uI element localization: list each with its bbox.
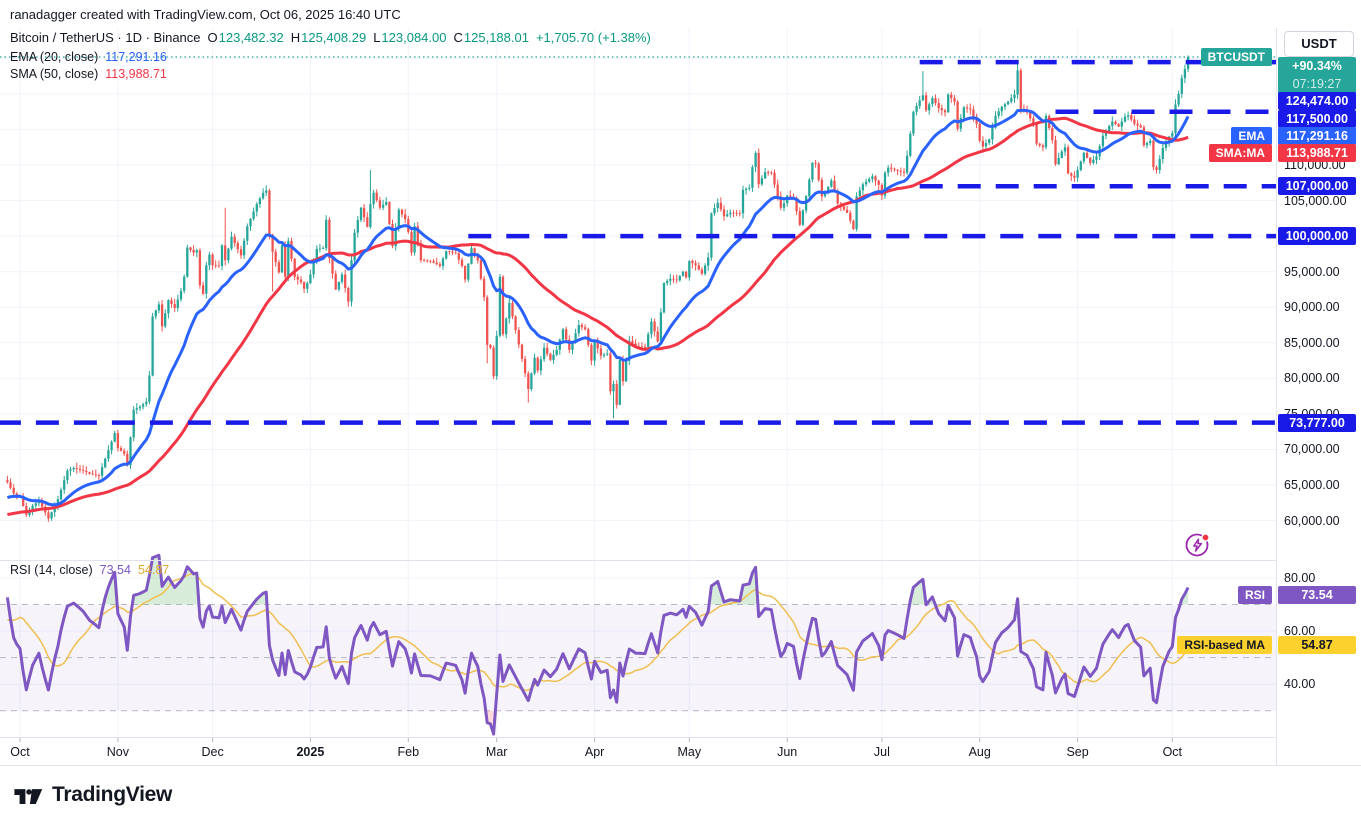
bar-countdown: 07:19:27 xyxy=(1292,77,1342,91)
change-percent: +90.34% xyxy=(1292,59,1342,73)
tradingview-logo[interactable]: TradingView xyxy=(13,783,172,807)
level-price-badge: 100,000.00 xyxy=(1278,227,1356,246)
svg-text:Dec: Dec xyxy=(201,745,223,759)
ohlc-low: L 123,084.00 xyxy=(373,30,447,45)
sma-badge: SMA:MA xyxy=(1208,144,1272,162)
sma-legend[interactable]: SMA (50, close) 113,988.71 xyxy=(10,67,167,81)
svg-text:Sep: Sep xyxy=(1066,745,1088,759)
symbol-title[interactable]: Bitcoin / TetherUS · 1D · Binance xyxy=(10,30,201,45)
tradingview-logo-text: TradingView xyxy=(52,783,173,806)
sma-price-badge: 113,988.71 xyxy=(1278,144,1356,162)
sma-legend-value: 113,988.71 xyxy=(105,67,167,81)
price-axis-label: 60,000.00 xyxy=(1284,513,1340,528)
symbol-badge: BTCUSDT xyxy=(1200,47,1272,66)
price-axis-label: 65,000.00 xyxy=(1284,478,1340,493)
rsi-axis-label: 80.00 xyxy=(1284,571,1316,585)
rsi-legend[interactable]: RSI (14, close) 73.54 54.87 xyxy=(10,563,170,577)
svg-text:Oct: Oct xyxy=(10,745,30,759)
svg-text:Nov: Nov xyxy=(107,745,130,759)
daily-change: +1,705.70 (+1.38%) xyxy=(535,30,651,45)
price-axis-label: 70,000.00 xyxy=(1284,442,1340,457)
rsi-ma-legend-value: 54.87 xyxy=(137,563,170,577)
level-price-badge: 107,000.00 xyxy=(1278,177,1356,196)
level-price-badge: 73,777.00 xyxy=(1278,413,1356,432)
price-axis-label: 80,000.00 xyxy=(1284,371,1340,386)
attribution-text: ranadagger created with TradingView.com,… xyxy=(10,7,401,22)
svg-text:Aug: Aug xyxy=(969,745,991,759)
price-axis-label: 85,000.00 xyxy=(1284,335,1340,350)
rsi-ma-badge: RSI-based MA xyxy=(1177,635,1272,654)
symbol-legend: Bitcoin / TetherUS · 1D · Binance O 123,4… xyxy=(10,30,651,45)
tradingview-logo-glyph xyxy=(14,789,43,805)
price-axis-label: 105,000.00 xyxy=(1284,193,1347,208)
ohlc-close: C 125,188.01 xyxy=(453,30,529,45)
rsi-axis-label: 40.00 xyxy=(1284,677,1316,692)
ema-badge: EMA xyxy=(1231,127,1272,145)
rsi-value-badge: 73.54 xyxy=(1278,586,1356,605)
rsi-ma-value-badge: 54.87 xyxy=(1278,635,1356,654)
price-axis-label: 95,000.00 xyxy=(1284,264,1340,279)
svg-text:Apr: Apr xyxy=(585,745,604,759)
rsi-axis-label: 60.00 xyxy=(1284,624,1316,639)
level-price-badge: 117,500.00 xyxy=(1278,110,1356,128)
countdown-badge: +90.34% 07:19:27 xyxy=(1278,57,1356,94)
level-price-badge: 124,474.00 xyxy=(1278,92,1356,110)
rsi-badge: RSI xyxy=(1237,586,1272,605)
svg-text:Oct: Oct xyxy=(1163,745,1183,759)
svg-text:Mar: Mar xyxy=(486,745,508,759)
ohlc-high: H 125,408.29 xyxy=(290,30,367,45)
rsi-legend-value: 73.54 xyxy=(99,563,131,577)
svg-text:Feb: Feb xyxy=(398,745,420,759)
price-axis[interactable]: USDT +90.34% 07:19:27 110,000.00 105,000.… xyxy=(1276,28,1361,765)
svg-text:Jul: Jul xyxy=(874,745,890,759)
ema-price-badge: 117,291.16 xyxy=(1278,127,1356,145)
ema-legend[interactable]: EMA (20, close) 117,291.16 xyxy=(10,50,167,64)
ema-legend-value: 117,291.16 xyxy=(105,50,167,64)
svg-text:May: May xyxy=(677,745,701,759)
currency-button[interactable]: USDT xyxy=(1284,31,1354,57)
boost-icon[interactable] xyxy=(1184,531,1212,564)
svg-text:Jun: Jun xyxy=(777,745,797,759)
price-axis-label: 90,000.00 xyxy=(1284,300,1340,315)
svg-text:2025: 2025 xyxy=(296,745,324,759)
ohlc-open: O 123,482.32 xyxy=(207,30,284,45)
